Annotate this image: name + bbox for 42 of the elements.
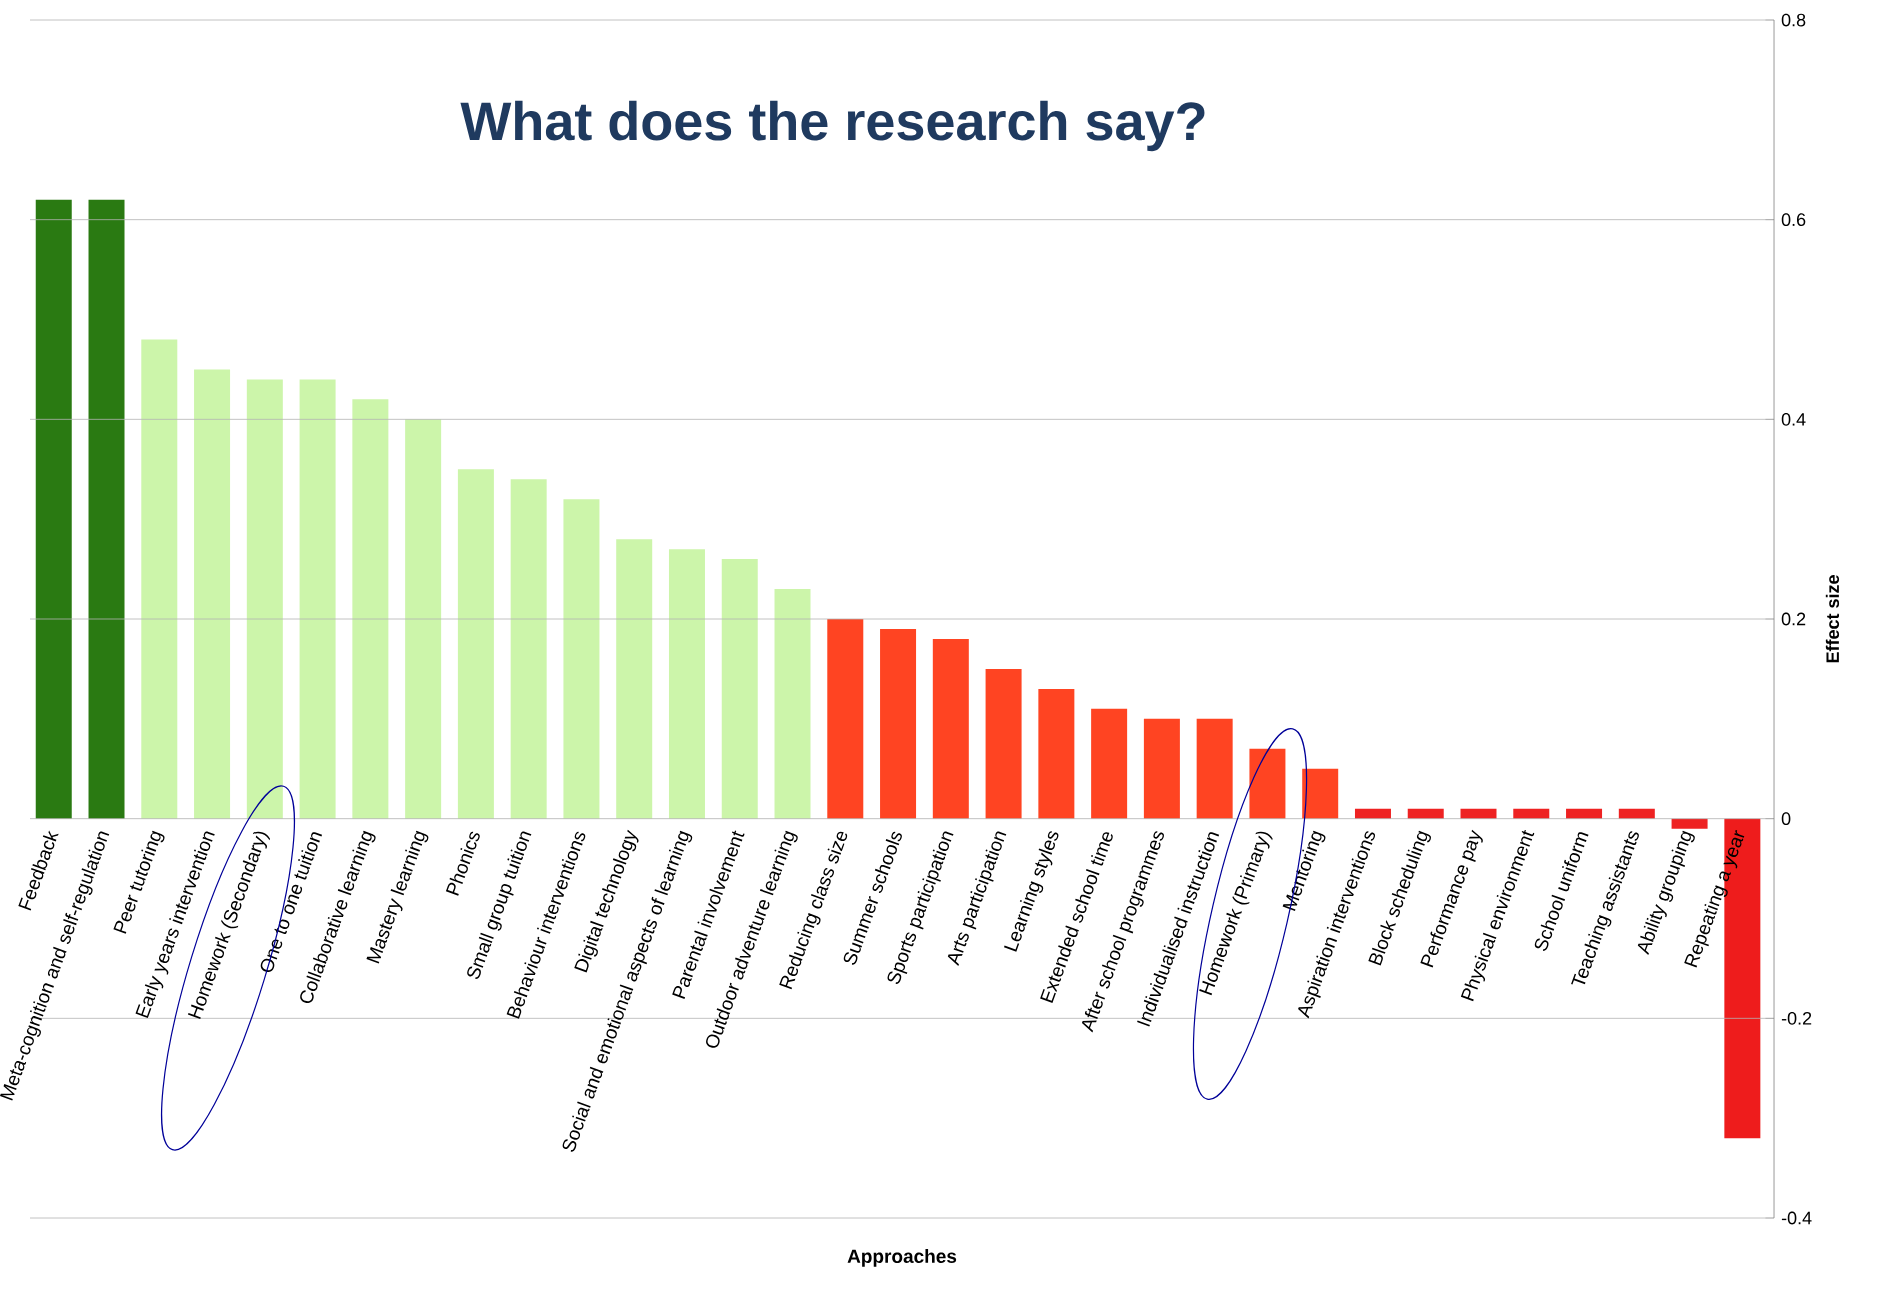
bar: [721, 559, 758, 819]
bar: [1566, 808, 1603, 819]
bar: [1091, 708, 1128, 819]
bar: [141, 339, 178, 819]
bar: [668, 549, 705, 819]
bar: [1196, 718, 1233, 819]
y-tick-label: 0.2: [1781, 612, 1806, 626]
text: What does the research say?: [460, 100, 1205, 152]
bar: [246, 379, 283, 819]
bar: [1302, 768, 1339, 819]
bar: [1671, 818, 1708, 829]
y-axis-title: Effect size: [1825, 575, 1840, 663]
y-tick-label: -0.2: [1781, 1011, 1812, 1025]
y-tick-label: 0.6: [1781, 213, 1806, 227]
bar: [1354, 808, 1391, 819]
bar: [88, 199, 125, 819]
bar: [405, 419, 442, 819]
bar: [510, 479, 547, 819]
x-axis-title: Approaches: [847, 1249, 957, 1267]
bar: [880, 628, 917, 819]
bar: [932, 638, 969, 819]
bar: [194, 369, 231, 819]
bar: [1618, 808, 1655, 819]
bar: [1407, 808, 1444, 819]
bar: [774, 589, 811, 819]
y-tick-label: 0.8: [1781, 13, 1806, 27]
bar: [35, 199, 72, 819]
y-tick-label: -0.4: [1781, 1211, 1812, 1225]
y-tick-label: 0.4: [1781, 412, 1806, 426]
bar: [1249, 748, 1286, 819]
bar: [1460, 808, 1497, 819]
bar: [985, 668, 1022, 819]
bar: [1038, 688, 1075, 819]
bar: [827, 619, 864, 819]
bar: [457, 469, 494, 819]
bar: [616, 539, 653, 819]
bar: [352, 399, 389, 819]
bar: [563, 499, 600, 819]
bar: [1143, 718, 1180, 819]
bar: [1513, 808, 1550, 819]
y-tick-label: 0: [1781, 812, 1791, 826]
bar: [299, 379, 336, 819]
